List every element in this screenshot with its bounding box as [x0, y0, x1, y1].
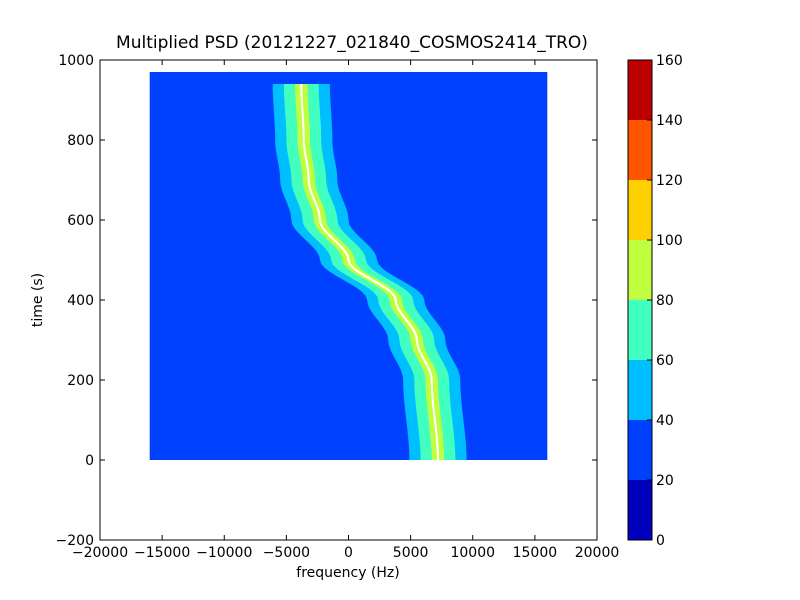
x-axis: −20000 −15000 −10000 −5000 0 5000 10000 15000 20…	[72, 60, 619, 561]
doppler-band-2	[283, 84, 456, 460]
chart-title: Multiplied PSD (20121227_021840_COSMOS24…	[116, 33, 588, 53]
colorbar-segment	[628, 60, 652, 120]
x-tick-label: −20000	[72, 545, 128, 561]
y-tick-label: 800	[67, 133, 94, 149]
y-axis: −200 0 200 400 600 800 1000	[56, 53, 597, 549]
colorbar-tick-label: 60	[656, 353, 674, 369]
colorbar-tick-label: 20	[656, 473, 674, 489]
colorbar-tick-label: 100	[656, 233, 683, 249]
y-tick-label: −200	[56, 533, 94, 549]
y-axis-label: time (s)	[30, 273, 46, 327]
colorbar-segment	[628, 300, 652, 360]
y-tick-label: 400	[67, 293, 94, 309]
y-tick-label: 1000	[58, 53, 94, 69]
colorbar-tick-label: 140	[656, 113, 683, 129]
x-tick-label: −15000	[134, 545, 190, 561]
y-tick-label: 600	[67, 213, 94, 229]
colorbar-tick-label: 0	[656, 533, 665, 549]
colorbar-segment	[628, 180, 652, 240]
doppler-center-line	[300, 83, 439, 461]
x-tick-label: 0	[344, 545, 353, 561]
colorbar-segment	[628, 120, 652, 180]
x-tick-label: 10000	[450, 545, 495, 561]
x-axis-label: frequency (Hz)	[296, 565, 399, 581]
colorbar-tick-label: 80	[656, 293, 674, 309]
x-tick-label: 5000	[393, 545, 429, 561]
x-tick-label: 20000	[575, 545, 620, 561]
y-tick-label: 200	[67, 373, 94, 389]
colorbar-segment	[628, 480, 652, 540]
x-tick-label: −10000	[196, 545, 252, 561]
y-tick-label: 0	[85, 453, 94, 469]
colorbar-tick-label: 40	[656, 413, 674, 429]
plot-area	[149, 72, 548, 461]
x-tick-label: 15000	[513, 545, 558, 561]
doppler-band-3	[295, 84, 445, 460]
x-tick-label: −5000	[263, 545, 310, 561]
colorbar: 0 20 40 60 80 100 120 140 160	[627, 53, 683, 549]
colorbar-segment	[628, 240, 652, 300]
colorbar-tick-label: 120	[656, 173, 683, 189]
colorbar-tick-label: 160	[656, 53, 683, 69]
colorbar-segment	[628, 420, 652, 480]
colorbar-segment	[628, 360, 652, 420]
